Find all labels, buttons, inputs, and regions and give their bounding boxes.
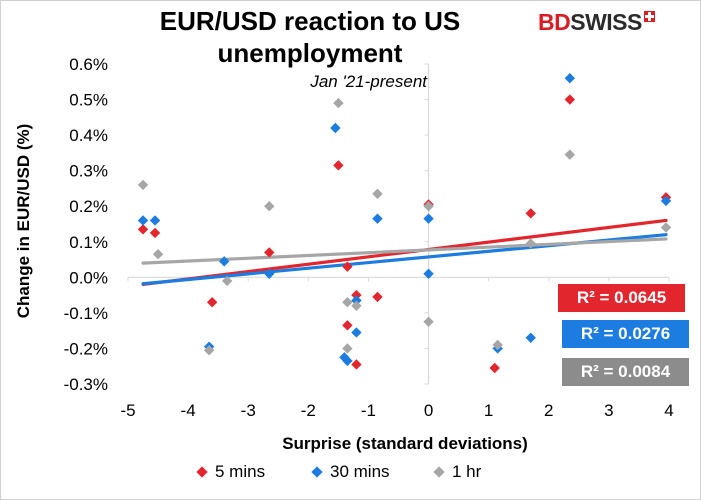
point-1-hr [342,343,353,354]
y-tick-label: 0.4% [69,126,108,145]
point-5-mins [137,224,149,235]
point-30-mins [342,355,353,367]
x-tick-label: 2 [544,401,553,420]
point-30-mins [660,195,672,207]
point-30-mins [423,268,434,279]
point-30-mins [149,215,161,226]
legend-marker-30-mins [311,466,323,478]
x-tick-label: -2 [301,401,316,420]
point-1-hr [351,300,362,311]
legend-item-1-hr: 1 hr [433,462,482,482]
trendline-1-hr [141,237,668,265]
r2-label-30-mins: R² = 0.0276 [562,320,689,348]
legend-marker-5-mins [196,466,208,478]
point-30-mins [351,295,362,306]
y-tick-label: 0.6% [69,55,108,74]
x-tick-label: -4 [181,401,196,420]
point-30-mins [351,327,362,338]
y-tick-label: 0.3% [69,162,108,181]
point-30-mins [423,213,434,224]
point-30-mins [218,256,230,267]
point-5-mins [351,289,362,301]
point-1-hr [525,238,536,249]
logo-text-bd: BD [538,8,571,35]
legend-label-5-mins: 5 mins [215,462,266,481]
y-tick-label: 0.1% [69,233,108,252]
legend-item-5-mins: 5 mins [196,462,266,482]
point-5-mins [149,227,161,239]
point-5-mins [206,297,218,308]
point-5-mins [489,362,500,374]
y-tick-label: 0.0% [69,268,108,287]
point-5-mins [564,94,576,105]
point-1-hr [203,345,215,356]
chart-legend: 5 mins 30 mins 1 hr [0,462,701,488]
point-30-mins [372,213,383,224]
y-tick-label: -0.1% [64,304,108,323]
point-1-hr [333,97,344,109]
y-axis-title: Change in EUR/USD (%) [14,124,33,319]
point-5-mins [351,359,362,370]
legend-marker-1-hr [433,466,445,478]
chart-title-line1: EUR/USD reaction to US [159,6,461,36]
x-tick-label: -1 [361,401,376,420]
point-30-mins [564,73,576,84]
point-30-mins [137,215,149,226]
point-1-hr [152,249,164,260]
y-tick-label: 0.2% [69,197,108,216]
x-tick-label: 4 [664,401,673,420]
point-1-hr [423,201,434,212]
point-30-mins [330,122,341,134]
r2-label-1-hr: R² = 0.0084 [562,358,689,386]
point-1-hr [423,316,434,327]
swiss-cross-icon [643,10,655,22]
point-5-mins [372,291,383,303]
point-1-hr [137,179,149,191]
y-tick-label: 0.5% [69,91,108,110]
point-1-hr [564,149,576,160]
legend-label-30-mins: 30 mins [330,462,390,481]
legend-item-30-mins: 30 mins [311,462,390,482]
chart-title-line2: unemployment [217,38,403,68]
y-tick-label: -0.2% [64,339,108,358]
legend-label-1-hr: 1 hr [452,462,482,481]
point-5-mins [342,261,353,272]
x-tick-label: -3 [241,401,256,420]
point-30-mins [525,332,536,343]
point-30-mins [264,268,275,279]
chart-subtitle: Jan '21-present [310,72,427,91]
logo-text-swiss: SWISS [570,8,642,35]
point-1-hr [660,222,672,233]
x-axis-title: Surprise (standard deviations) [282,434,528,453]
x-tick-label: 0 [424,401,433,420]
x-tick-label: 1 [484,401,493,420]
point-5-mins [333,160,344,171]
point-1-hr [492,339,503,351]
y-tick-label: -0.3% [64,375,108,394]
point-5-mins [264,247,275,258]
point-1-hr [342,297,353,308]
bdswiss-logo: BD SWISS [538,8,655,36]
point-1-hr [221,275,233,287]
point-5-mins [342,320,353,331]
r2-label-5-mins: R² = 0.0645 [558,284,685,312]
point-5-mins [525,208,536,219]
x-tick-label: 3 [604,401,613,420]
point-1-hr [372,188,383,199]
point-1-hr [264,201,275,212]
x-tick-label: -5 [120,401,135,420]
